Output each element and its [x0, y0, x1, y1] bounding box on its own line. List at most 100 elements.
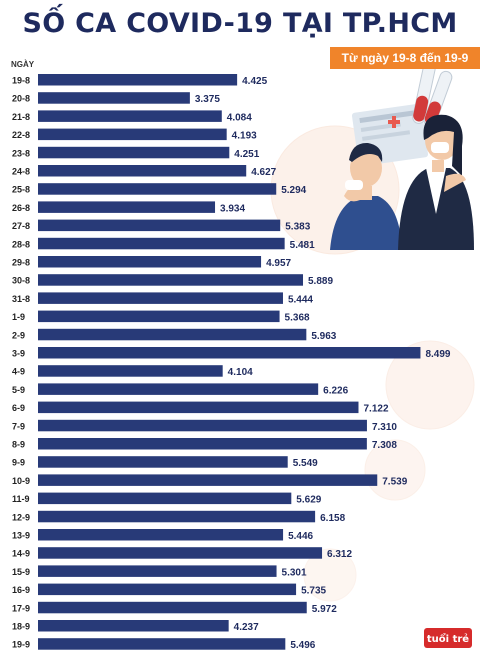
bar — [38, 292, 283, 304]
value-label: 4.193 — [232, 131, 257, 142]
category-label: 7-9 — [12, 421, 25, 431]
value-label: 3.934 — [220, 203, 245, 214]
value-label: 8.499 — [425, 349, 450, 360]
category-label: 19-9 — [12, 640, 30, 650]
category-label: 16-9 — [12, 585, 30, 595]
value-label: 5.383 — [285, 222, 310, 233]
category-label: 9-9 — [12, 458, 25, 468]
value-label: 5.444 — [288, 294, 313, 305]
bar — [38, 383, 319, 395]
bar — [38, 456, 288, 468]
category-label: 4-9 — [12, 367, 25, 377]
bar — [38, 201, 216, 213]
category-label: 30-8 — [12, 276, 30, 286]
category-label: 10-9 — [12, 476, 30, 486]
bar — [38, 183, 277, 195]
value-label: 5.735 — [301, 586, 326, 597]
bar — [38, 110, 222, 122]
bar — [38, 219, 281, 232]
category-label: 22-8 — [12, 130, 30, 140]
bar — [38, 492, 292, 505]
bar — [38, 365, 223, 377]
category-label: 23-8 — [12, 148, 30, 158]
value-label: 6.158 — [320, 513, 345, 524]
category-label: 24-8 — [12, 167, 30, 177]
category-label: 6-9 — [12, 403, 25, 413]
category-label: 17-9 — [12, 603, 30, 613]
category-label: 2-9 — [12, 330, 25, 340]
bar — [38, 401, 359, 414]
value-label: 4.425 — [242, 76, 267, 87]
category-label: 28-8 — [12, 239, 30, 249]
logo-text: tuổi trẻ — [427, 632, 469, 645]
date-range-badge: Từ ngày 19-8 đến 19-9 — [330, 47, 480, 69]
value-label: 4.627 — [251, 167, 276, 178]
bar — [38, 583, 297, 596]
category-label: 25-8 — [12, 185, 30, 195]
tuoi-tre-logo: tuổi trẻ — [424, 628, 472, 648]
bar — [38, 620, 229, 632]
value-label: 5.889 — [308, 276, 333, 287]
bar — [38, 74, 238, 86]
bar — [38, 474, 378, 486]
category-label: 27-8 — [12, 221, 30, 231]
bar — [38, 146, 230, 159]
value-label: 5.301 — [282, 567, 307, 578]
value-label: 5.629 — [296, 495, 321, 506]
value-label: 6.226 — [323, 385, 348, 396]
value-label: 4.104 — [228, 367, 253, 378]
category-label: 5-9 — [12, 385, 25, 395]
category-label: 21-8 — [12, 112, 30, 122]
value-label: 7.122 — [363, 404, 388, 415]
category-label: 3-9 — [12, 349, 25, 359]
value-label: 4.957 — [266, 258, 291, 269]
axis-label: NGÀY — [11, 60, 35, 69]
bar — [38, 419, 367, 432]
bar — [38, 565, 277, 577]
bar — [38, 128, 227, 141]
value-label: 5.549 — [293, 458, 318, 469]
value-label: 5.481 — [290, 240, 315, 251]
category-label: 31-8 — [12, 294, 30, 304]
category-label: 29-8 — [12, 258, 30, 268]
bar — [38, 256, 262, 268]
page-title: SỐ CA COVID-19 TẠI TP.HCM — [22, 8, 458, 39]
bar — [38, 638, 286, 650]
category-label: 14-9 — [12, 549, 30, 559]
value-label: 7.308 — [372, 440, 397, 451]
value-label: 5.963 — [311, 331, 336, 342]
bar — [38, 529, 284, 541]
category-label: 12-9 — [12, 512, 30, 522]
man-figure-icon — [330, 142, 402, 250]
category-label: 11-9 — [12, 494, 30, 504]
bar — [38, 165, 247, 177]
bar — [38, 92, 190, 104]
bar — [38, 547, 323, 559]
bar — [38, 310, 280, 323]
category-label: 15-9 — [12, 567, 30, 577]
value-label: 5.368 — [285, 313, 310, 324]
category-label: 18-9 — [12, 622, 30, 632]
category-label: 13-9 — [12, 531, 30, 541]
bar — [38, 438, 367, 450]
bar — [38, 347, 421, 359]
bar — [38, 237, 285, 250]
category-label: 20-8 — [12, 94, 30, 104]
value-label: 4.251 — [234, 149, 259, 160]
category-label: 26-8 — [12, 203, 30, 213]
value-label: 6.312 — [327, 549, 352, 560]
value-label: 5.294 — [281, 185, 306, 196]
value-label: 5.446 — [288, 531, 313, 542]
bar — [38, 510, 316, 523]
category-label: 1-9 — [12, 312, 25, 322]
value-label: 7.539 — [382, 476, 407, 487]
category-label: 19-8 — [12, 76, 30, 86]
value-label: 4.084 — [227, 112, 252, 123]
bar — [38, 601, 307, 614]
woman-figure-icon — [398, 114, 474, 250]
bar — [38, 274, 304, 286]
value-label: 5.496 — [290, 640, 315, 651]
value-label: 7.310 — [372, 422, 397, 433]
